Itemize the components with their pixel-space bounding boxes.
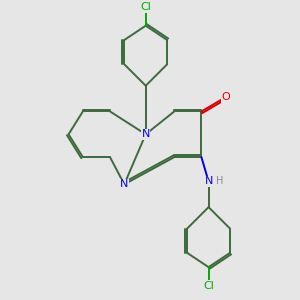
Text: N: N [120,179,128,189]
Text: N: N [204,176,213,186]
Text: O: O [221,92,230,102]
Text: N: N [142,129,150,139]
Text: Cl: Cl [140,2,151,12]
Text: Cl: Cl [203,281,214,291]
Text: H: H [216,176,223,186]
